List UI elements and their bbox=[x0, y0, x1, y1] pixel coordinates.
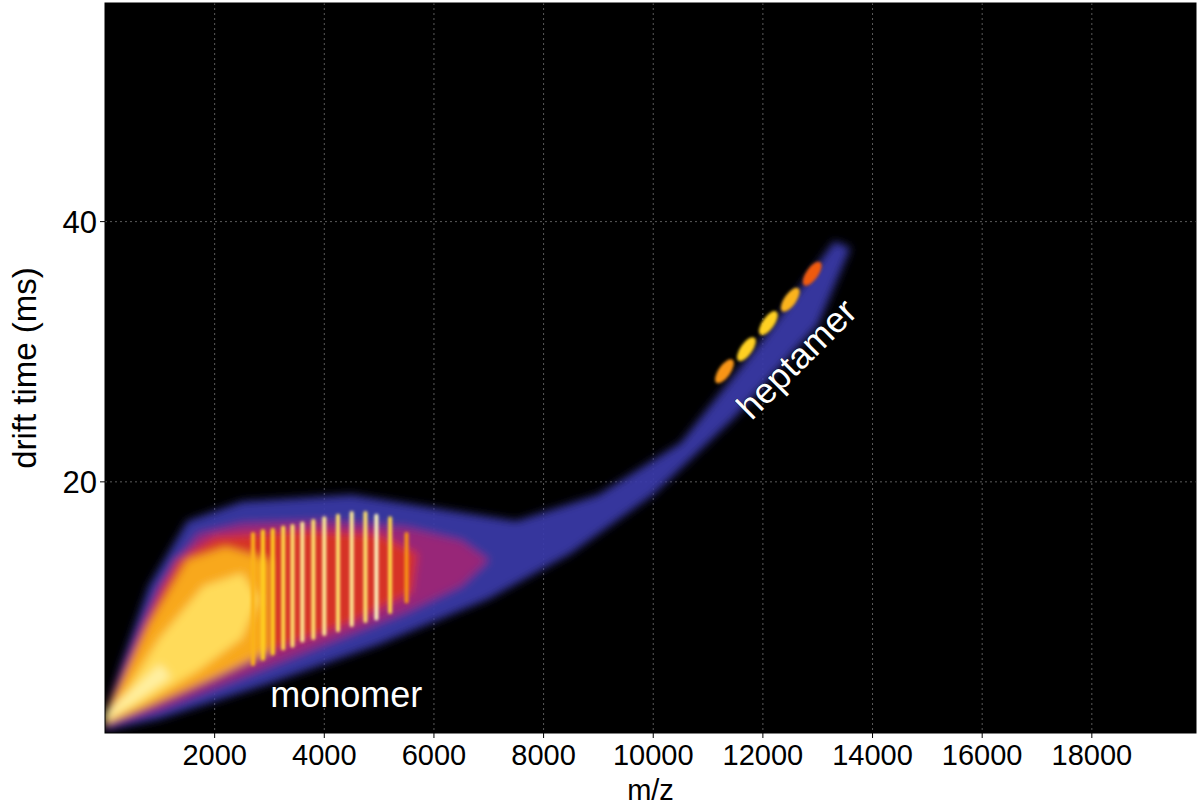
x-tick-label: 4000 bbox=[292, 739, 357, 771]
x-tick bbox=[324, 733, 325, 738]
density-region bbox=[105, 664, 171, 721]
regions bbox=[105, 241, 851, 730]
annotation: monomer bbox=[270, 674, 422, 715]
data-group bbox=[105, 241, 851, 730]
grid-line bbox=[982, 3, 983, 733]
grid-line bbox=[543, 3, 544, 733]
y-tick-label: 40 bbox=[63, 205, 97, 240]
grid bbox=[105, 3, 1196, 733]
charge-state-streak bbox=[271, 530, 275, 654]
density-region bbox=[105, 241, 851, 730]
x-tick bbox=[433, 733, 434, 738]
heptamer-peak bbox=[799, 259, 825, 289]
grid-line bbox=[105, 221, 1196, 222]
density-region bbox=[105, 547, 269, 724]
x-tick bbox=[872, 733, 873, 738]
plot-background bbox=[105, 3, 1196, 733]
x-tick-label: 18000 bbox=[1052, 739, 1133, 771]
x-tick-label: 14000 bbox=[832, 739, 913, 771]
x-tick bbox=[543, 733, 544, 738]
x-tick bbox=[762, 733, 763, 738]
heptamer-peak bbox=[733, 334, 759, 364]
y-axis-title: drift time (ms) bbox=[6, 267, 43, 469]
charge-state-streak bbox=[281, 527, 285, 648]
annotations: monomer heptamer bbox=[270, 290, 864, 715]
heptamer-peak bbox=[755, 308, 781, 338]
streaks bbox=[253, 513, 407, 664]
y-tick-label: 20 bbox=[63, 465, 97, 500]
x-tick-label: 2000 bbox=[182, 739, 247, 771]
charge-state-streak bbox=[405, 534, 409, 602]
heptamer-peak bbox=[777, 285, 803, 315]
density-region bbox=[105, 573, 259, 723]
x-tick bbox=[982, 733, 983, 738]
grid-line bbox=[1091, 3, 1092, 733]
x-tick bbox=[653, 733, 654, 738]
charge-state-streak bbox=[322, 518, 326, 634]
density-region bbox=[105, 521, 489, 727]
plot-frame bbox=[105, 3, 1196, 733]
chart: 2000 4000 6000 8000 10000 12000 14000 16000 1800… bbox=[0, 0, 1199, 809]
x-tick-label: 12000 bbox=[723, 739, 804, 771]
y-tick bbox=[100, 481, 105, 482]
x-tick-label: 8000 bbox=[511, 739, 576, 771]
charge-state-streak bbox=[350, 513, 354, 625]
charge-state-streak bbox=[261, 531, 265, 659]
axes: 2000 4000 6000 8000 10000 12000 14000 16000 1800… bbox=[63, 205, 1133, 771]
charge-state-streak bbox=[388, 518, 392, 612]
x-tick bbox=[214, 733, 215, 738]
heptamer-peak bbox=[712, 356, 738, 386]
y-tick bbox=[100, 221, 105, 222]
grid-line bbox=[433, 3, 434, 733]
annotation: heptamer bbox=[728, 290, 865, 427]
charge-state-streak bbox=[311, 521, 315, 638]
charge-state-streak bbox=[374, 516, 378, 619]
grid-line bbox=[653, 3, 654, 733]
charge-state-streak bbox=[290, 526, 294, 646]
x-tick-label: 16000 bbox=[942, 739, 1023, 771]
charge-state-streak bbox=[363, 513, 367, 621]
grid-line bbox=[872, 3, 873, 733]
x-tick-label: 6000 bbox=[402, 739, 467, 771]
charge-state-streak bbox=[300, 523, 304, 640]
charge-state-streak bbox=[336, 516, 340, 631]
x-axis-title: m/z bbox=[627, 774, 674, 806]
x-tick bbox=[1091, 733, 1092, 738]
x-tick-label: 10000 bbox=[613, 739, 694, 771]
charge-state-streak bbox=[251, 534, 255, 664]
grid-line bbox=[324, 3, 325, 733]
